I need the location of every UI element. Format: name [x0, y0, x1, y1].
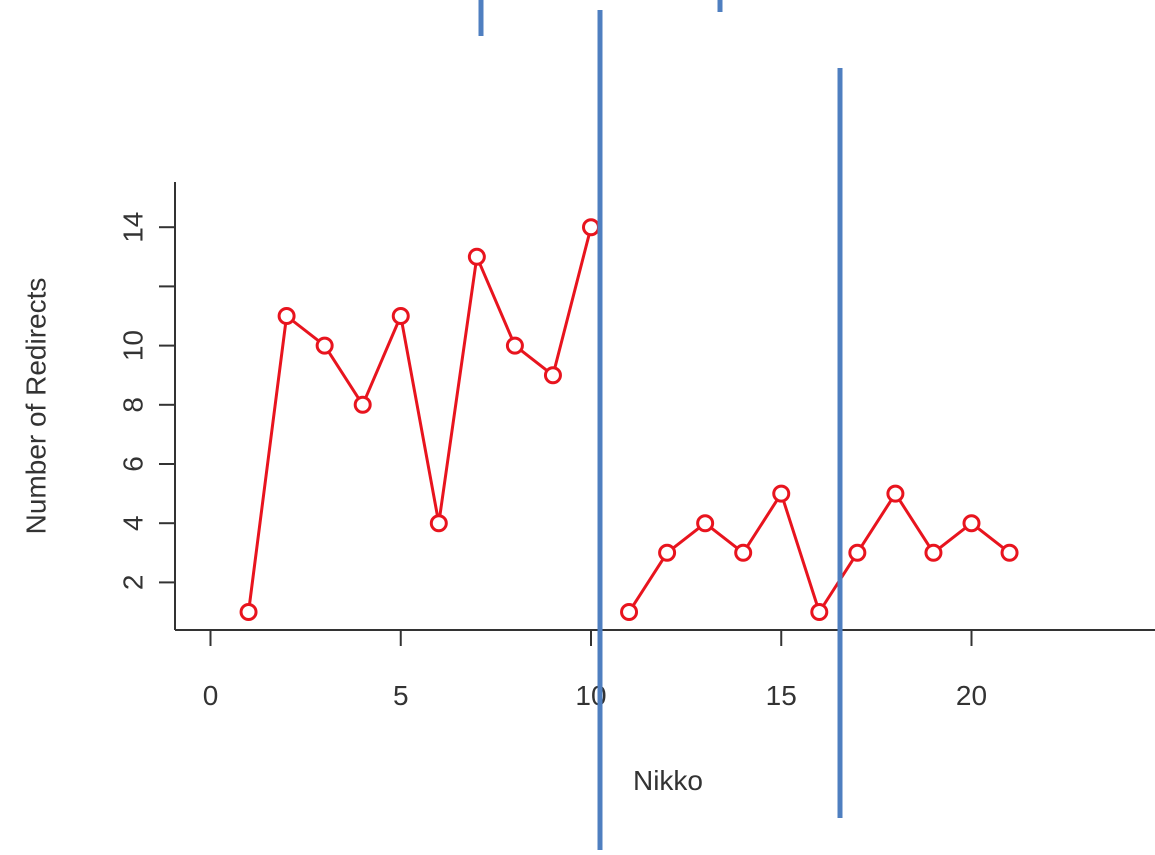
data-point	[543, 366, 562, 385]
y-axis-label: Number of Redirects	[20, 278, 51, 535]
data-point	[391, 307, 410, 325]
x-axis-label: Nikko	[633, 765, 703, 796]
data-point	[848, 543, 867, 562]
data-point	[886, 484, 905, 503]
x-tick-label: 20	[956, 680, 987, 711]
data-point	[1000, 543, 1019, 562]
data-point	[620, 603, 639, 621]
data-point	[467, 247, 486, 266]
data-point	[582, 218, 600, 237]
data-point	[277, 307, 296, 325]
series-layer	[239, 218, 1019, 621]
data-point	[353, 395, 372, 414]
data-point	[505, 336, 524, 355]
data-point	[429, 514, 448, 533]
overlay-layer	[478, 0, 843, 850]
y-tick-label: 4	[117, 515, 148, 531]
y-tick-label: 6	[117, 456, 148, 472]
data-point	[962, 514, 981, 533]
y-tick-label: 14	[117, 212, 148, 243]
data-point	[696, 514, 715, 533]
data-point	[924, 543, 943, 562]
y-tick-label: 10	[117, 330, 148, 361]
series-line	[247, 226, 593, 613]
data-point	[772, 484, 791, 503]
x-tick-label: 0	[203, 680, 219, 711]
data-point	[810, 603, 829, 621]
x-tick-label: 5	[393, 680, 409, 711]
data-point	[658, 543, 677, 562]
series-line	[627, 492, 1011, 614]
y-tick-label: 8	[117, 397, 148, 413]
x-tick-label: 15	[766, 680, 797, 711]
y-tick-label: 2	[117, 575, 148, 591]
data-point	[239, 603, 258, 621]
data-point	[315, 336, 334, 355]
data-point	[734, 543, 753, 562]
